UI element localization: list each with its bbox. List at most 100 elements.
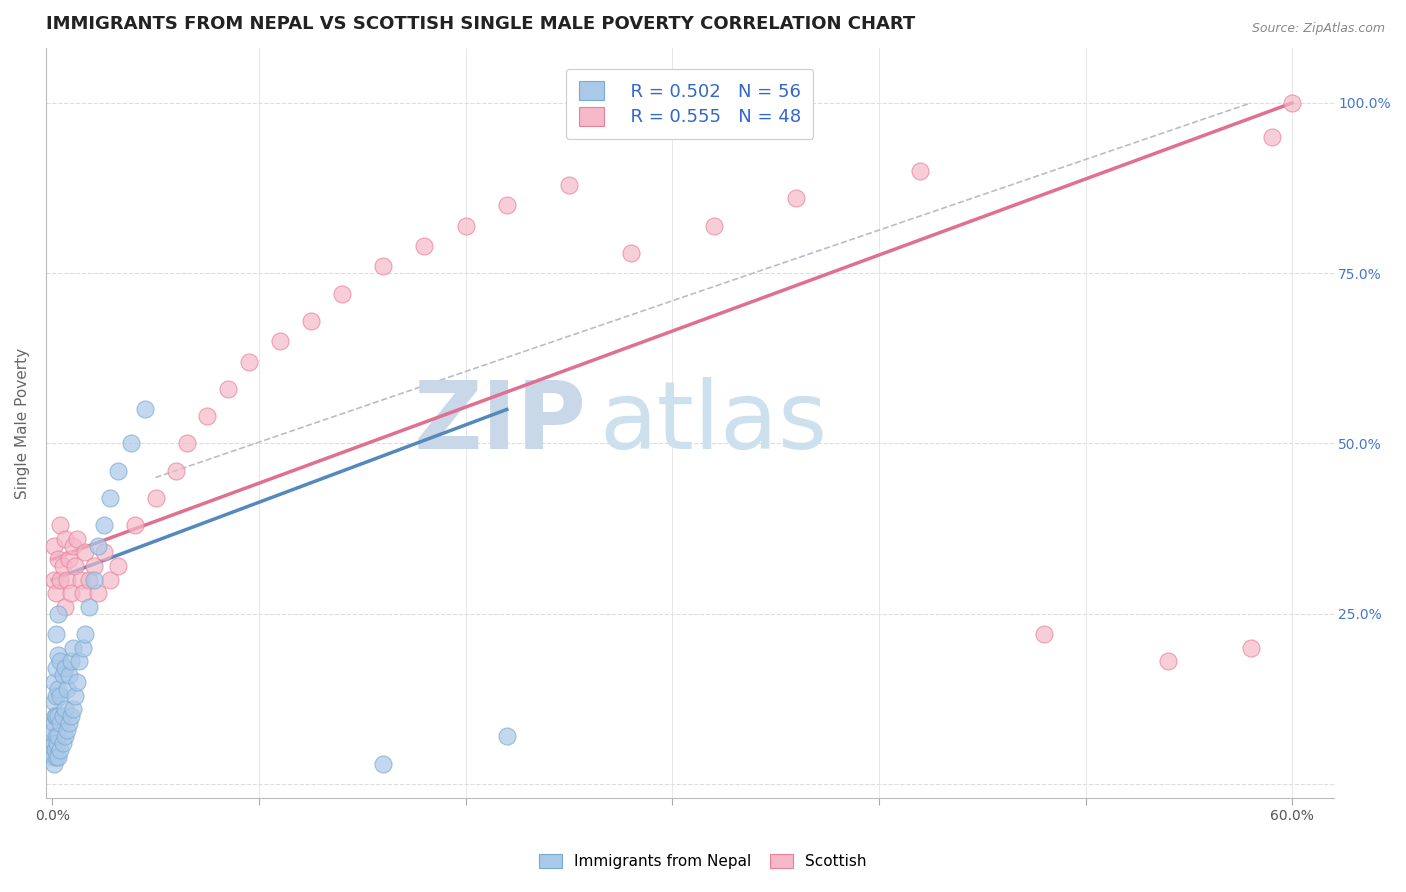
Point — [53, 661, 76, 675]
Text: atlas: atlas — [599, 377, 828, 469]
Point — [58, 715, 80, 730]
Point — [86, 586, 108, 600]
Point — [49, 573, 72, 587]
Y-axis label: Single Male Poverty: Single Male Poverty — [15, 348, 30, 499]
Point — [48, 681, 70, 696]
Point — [908, 164, 931, 178]
Point — [53, 532, 76, 546]
Point — [371, 756, 394, 771]
Point — [51, 736, 73, 750]
Point — [45, 749, 67, 764]
Point — [79, 573, 101, 587]
Point — [86, 539, 108, 553]
Point — [238, 355, 260, 369]
Point — [44, 539, 66, 553]
Point — [620, 245, 643, 260]
Point — [66, 674, 89, 689]
Point — [51, 668, 73, 682]
Point — [49, 689, 72, 703]
Point — [176, 436, 198, 450]
Point — [1281, 95, 1303, 110]
Point — [785, 191, 807, 205]
Point — [51, 709, 73, 723]
Point — [145, 491, 167, 505]
Point — [58, 552, 80, 566]
Point — [75, 545, 97, 559]
Point — [48, 552, 70, 566]
Point — [1240, 640, 1263, 655]
Point — [42, 736, 65, 750]
Point — [66, 532, 89, 546]
Point — [45, 730, 67, 744]
Point — [454, 219, 477, 233]
Point — [45, 709, 67, 723]
Point — [58, 668, 80, 682]
Point — [55, 723, 77, 737]
Point — [1260, 130, 1282, 145]
Text: Source: ZipAtlas.com: Source: ZipAtlas.com — [1251, 22, 1385, 36]
Point — [48, 648, 70, 662]
Point — [48, 607, 70, 621]
Point — [45, 627, 67, 641]
Point — [44, 743, 66, 757]
Point — [83, 559, 105, 574]
Point — [59, 655, 82, 669]
Point — [702, 219, 724, 233]
Point — [44, 573, 66, 587]
Point — [59, 709, 82, 723]
Point — [299, 314, 322, 328]
Point — [72, 640, 94, 655]
Point — [63, 559, 86, 574]
Legend:   R = 0.502   N = 56,   R = 0.555   N = 48: R = 0.502 N = 56, R = 0.555 N = 48 — [567, 69, 813, 139]
Point — [44, 756, 66, 771]
Point — [98, 491, 121, 505]
Point — [53, 730, 76, 744]
Point — [495, 730, 517, 744]
Point — [59, 586, 82, 600]
Point — [495, 198, 517, 212]
Point — [120, 436, 142, 450]
Point — [42, 723, 65, 737]
Legend: Immigrants from Nepal, Scottish: Immigrants from Nepal, Scottish — [533, 848, 873, 875]
Point — [53, 702, 76, 716]
Point — [46, 736, 69, 750]
Point — [93, 545, 115, 559]
Point — [49, 743, 72, 757]
Point — [48, 749, 70, 764]
Point — [413, 239, 436, 253]
Point — [62, 640, 84, 655]
Point — [1157, 655, 1180, 669]
Point — [83, 573, 105, 587]
Point — [55, 573, 77, 587]
Point — [70, 573, 93, 587]
Point — [371, 260, 394, 274]
Text: ZIP: ZIP — [413, 377, 586, 469]
Point — [49, 715, 72, 730]
Point — [134, 402, 156, 417]
Point — [330, 286, 353, 301]
Point — [62, 702, 84, 716]
Point — [49, 655, 72, 669]
Point — [48, 709, 70, 723]
Point — [44, 709, 66, 723]
Point — [558, 178, 581, 192]
Point — [45, 661, 67, 675]
Point — [45, 586, 67, 600]
Point — [63, 689, 86, 703]
Point — [67, 655, 90, 669]
Point — [53, 599, 76, 614]
Point — [269, 334, 291, 349]
Point — [44, 715, 66, 730]
Point — [72, 586, 94, 600]
Point — [107, 464, 129, 478]
Point — [42, 749, 65, 764]
Point — [44, 674, 66, 689]
Point — [62, 539, 84, 553]
Text: IMMIGRANTS FROM NEPAL VS SCOTTISH SINGLE MALE POVERTY CORRELATION CHART: IMMIGRANTS FROM NEPAL VS SCOTTISH SINGLE… — [46, 15, 915, 33]
Point — [55, 681, 77, 696]
Point — [44, 736, 66, 750]
Point — [75, 627, 97, 641]
Point — [98, 573, 121, 587]
Point — [1033, 627, 1056, 641]
Point — [165, 464, 187, 478]
